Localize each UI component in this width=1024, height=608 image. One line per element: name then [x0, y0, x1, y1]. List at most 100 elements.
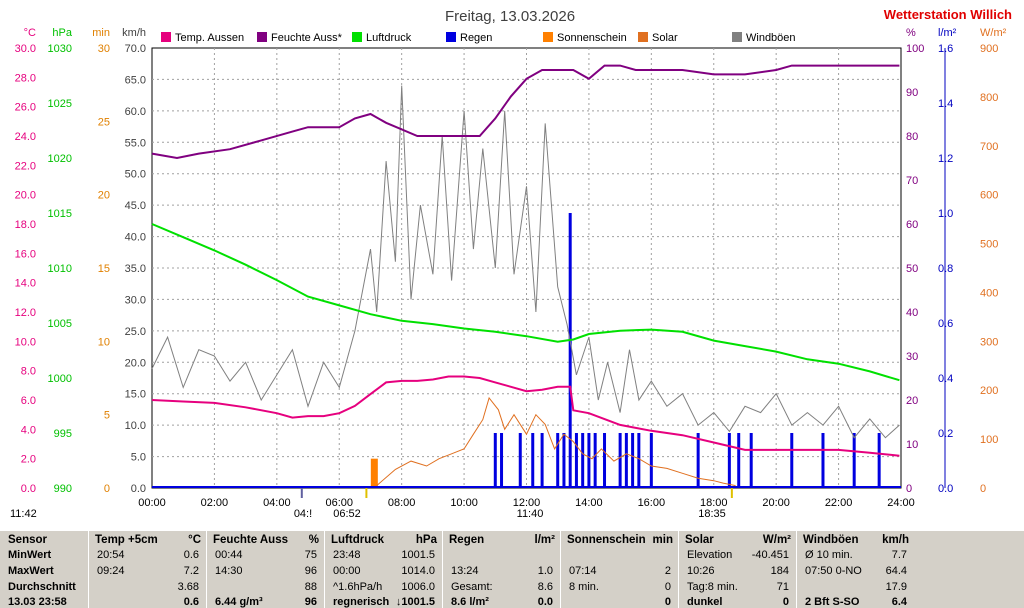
y-tick-label-solar: 600 — [980, 190, 998, 202]
axis-unit-sun: min — [92, 27, 110, 39]
y-tick-label-wind: 35.0 — [125, 263, 146, 275]
humidity-unit: % — [308, 534, 319, 546]
rain-bar — [574, 433, 578, 488]
y-tick-label-humidity: 30 — [906, 351, 918, 363]
rain-bar — [562, 433, 566, 488]
x-tick-label: 20:00 — [762, 497, 790, 509]
y-tick-label-wind: 15.0 — [125, 389, 146, 401]
y-tick-label-temp: 30.0 — [15, 43, 36, 55]
humidity-header: Feuchte Auss — [213, 534, 288, 546]
y-tick-label-solar: 200 — [980, 385, 998, 397]
y-tick-label-sun: 0 — [104, 483, 110, 495]
pressure-row-label: 23:48 — [333, 549, 361, 561]
rain-row-label: 13:24 — [451, 565, 479, 577]
legend-swatch — [161, 32, 171, 42]
axis-unit-solar: W/m² — [980, 27, 1007, 39]
y-tick-label-temp: 16.0 — [15, 248, 36, 260]
x-tick-label: 18:00 — [700, 497, 728, 509]
rain-bar — [852, 433, 856, 488]
solar-row-label: dunkel — [687, 596, 723, 608]
temp-row-value: 0.6 — [183, 596, 199, 608]
y-tick-label-rain: 1.4 — [938, 98, 953, 110]
summary-table: Sensor MinWert MaxWert Durchschnitt 13.0… — [0, 531, 1024, 608]
chart-title: Freitag, 13.03.2026 — [445, 8, 575, 25]
y-tick-label-temp: 18.0 — [15, 219, 36, 231]
avg-label: Durchschnitt — [8, 581, 76, 593]
y-tick-label-wind: 55.0 — [125, 137, 146, 149]
y-tick-label-sun: 20 — [98, 190, 110, 202]
y-tick-label-solar: 900 — [980, 43, 998, 55]
wind-row-label: 07:50 0-NO — [805, 565, 862, 577]
y-tick-label-solar: 700 — [980, 141, 998, 153]
temp-row-label: 09:24 — [97, 565, 125, 577]
y-tick-label-wind: 40.0 — [125, 232, 146, 244]
y-tick-label-wind: 25.0 — [125, 326, 146, 338]
chart-grid — [151, 47, 902, 489]
chart-legend: Temp. Aussen Feuchte Auss* Luftdruck Regen S… — [161, 32, 796, 44]
rain-bar — [737, 433, 741, 488]
y-tick-label-temp: 26.0 — [15, 102, 36, 114]
y-tick-label-rain: 0.4 — [938, 373, 953, 385]
summary-column-wind: Windböen km/h Ø 10 min. 7.7 07:50 0-NO 64.4 17… — [796, 531, 915, 608]
rain-bar — [696, 433, 700, 488]
axis-unit-pressure: hPa — [52, 27, 72, 39]
y-tick-label-sun: 15 — [98, 263, 110, 275]
summary-column-solar: Solar W/m² Elevation -40.451 10:26 184 Tag:8 m… — [678, 531, 797, 608]
sun-row-label: 07:14 — [569, 565, 597, 577]
rain-bar — [618, 433, 622, 488]
summary-sensor-column: Sensor MinWert MaxWert Durchschnitt 13.0… — [0, 531, 88, 608]
legend-label: Feuchte Auss* — [271, 32, 343, 44]
y-tick-label-wind: 0.0 — [131, 483, 146, 495]
axis-unit-humidity: % — [906, 27, 916, 39]
x-tick-label: 02:00 — [201, 497, 229, 509]
x-tick-label: 10:00 — [450, 497, 478, 509]
rain-bar — [587, 433, 591, 488]
y-tick-label-pressure: 1005 — [48, 318, 72, 330]
y-tick-label-humidity: 10 — [906, 439, 918, 451]
rain-bar — [518, 433, 522, 488]
pressure-row-label: ^1.6hPa/h — [333, 581, 383, 593]
y-tick-label-temp: 2.0 — [21, 454, 36, 466]
y-tick-label-temp: 0.0 — [21, 483, 36, 495]
y-tick-label-rain: 0.6 — [938, 318, 953, 330]
y-tick-label-humidity: 100 — [906, 43, 924, 55]
rain-bar — [540, 433, 544, 488]
solar-row-value: 0 — [782, 596, 789, 608]
solar-row-value: 184 — [770, 565, 789, 577]
chart-tick-labels: 00:00 02:00 04:00 06:00 08:00 10:00 12:00 14:00… — [15, 43, 999, 509]
series-line-solar — [376, 396, 736, 487]
humidity-row-label: 00:44 — [215, 549, 243, 561]
sunshine-bar — [370, 458, 378, 488]
rain-bar — [749, 433, 753, 488]
chart-axes: °C hPa min km/h% l/m² W/m² — [24, 27, 1007, 488]
y-tick-label-humidity: 60 — [906, 219, 918, 231]
wind-header: Windböen — [803, 534, 859, 546]
wind-row-label: Ø 10 min. — [805, 549, 853, 561]
summary-column-sun: Sonnenschein min 07:14 2 8 min. 0 0 — [560, 531, 679, 608]
rain-bar — [790, 433, 794, 488]
pressure-row-label: 00:00 — [333, 565, 361, 577]
legend-label: Sonnenschein — [557, 32, 627, 44]
legend-swatch — [352, 32, 362, 42]
temp-header: Temp +5cm — [95, 534, 158, 546]
axis-unit-wind: km/h — [122, 27, 146, 39]
rain-bar — [568, 213, 572, 488]
weather-chart: °C hPa min km/h% l/m² W/m² 00:00 02:00 04:00 06:… — [10, 7, 1012, 520]
y-tick-label-solar: 300 — [980, 336, 998, 348]
rain-row-label: Gesamt: — [451, 581, 493, 593]
y-tick-label-pressure: 990 — [54, 483, 72, 495]
y-tick-label-wind: 5.0 — [131, 452, 146, 464]
y-tick-label-wind: 30.0 — [125, 294, 146, 306]
rain-unit: l/m² — [534, 534, 555, 546]
humidity-row-label: 6.44 g/m³ — [215, 596, 263, 608]
y-tick-label-rain: 1.6 — [938, 43, 953, 55]
max-label: MaxWert — [8, 565, 54, 577]
y-tick-label-rain: 1.2 — [938, 153, 953, 165]
rain-bar — [531, 433, 535, 488]
solar-row-label: Elevation — [687, 549, 733, 561]
y-tick-label-sun: 30 — [98, 43, 110, 55]
sun-row-value: 0 — [664, 581, 671, 593]
moonset-marker-label: 11:42 — [10, 508, 37, 520]
series-line-windb-en — [151, 85, 900, 439]
moon-marker-label: 04:! — [294, 508, 312, 520]
